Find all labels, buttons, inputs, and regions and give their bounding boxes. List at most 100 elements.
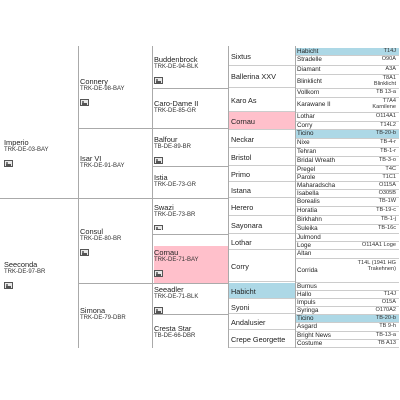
- gen5-corrida[interactable]: Corrida T14L (1941 HG Trakehnen): [295, 259, 399, 283]
- gen3-horse-balfour[interactable]: Balfour TB-DE-89-BR: [154, 136, 228, 164]
- gen5-stradelle[interactable]: Stradelle O90A: [295, 56, 399, 66]
- horse-name[interactable]: Lothar: [231, 238, 252, 247]
- gen5-suleika[interactable]: Suleika TB-16c: [295, 225, 399, 234]
- horse-name[interactable]: Cornau: [154, 248, 179, 257]
- gen5-nixe[interactable]: Nixe TB-4-r: [295, 139, 399, 148]
- gen5-karawane[interactable]: Karawane II T7A4 Karnilene: [295, 98, 399, 113]
- gen4-bristol[interactable]: Bristol: [228, 148, 295, 166]
- gen5-impuls[interactable]: Impuls O15A: [295, 299, 399, 307]
- horse-name[interactable]: Andalusier: [231, 318, 266, 327]
- gen4-herero[interactable]: Herero: [228, 198, 295, 216]
- gen5-parole[interactable]: Parole T1C1: [295, 174, 399, 182]
- horse-name[interactable]: Julmond: [297, 234, 321, 241]
- gen4-lothar[interactable]: Lothar: [228, 234, 295, 250]
- gen3-horse-swazi[interactable]: Swazi TRK-DE-73-BR: [154, 204, 228, 230]
- photo-icon[interactable]: [4, 160, 13, 167]
- horse-name[interactable]: Karo As: [231, 96, 257, 105]
- horse-name[interactable]: Isar VI: [80, 155, 102, 163]
- horse-name[interactable]: Balfour: [154, 136, 178, 144]
- horse-name[interactable]: Istana: [231, 186, 251, 195]
- horse-name[interactable]: Bridal Wreath: [297, 157, 336, 164]
- horse-name[interactable]: Ballerina XXV: [231, 72, 277, 81]
- gen3-horse-caro-dame[interactable]: Caro-Dame II TRK-DE-85-GR: [154, 100, 228, 120]
- horse-name[interactable]: Parole: [297, 174, 316, 181]
- gen1-horse-seeconda[interactable]: Seeconda TRK-DE-97-BR: [4, 261, 76, 289]
- gen5-blinklicht[interactable]: Blinklicht T8A1 Blinklicht: [295, 75, 399, 89]
- photo-icon[interactable]: [154, 307, 163, 314]
- photo-icon[interactable]: [154, 77, 163, 84]
- horse-name[interactable]: Bristol: [231, 153, 252, 162]
- horse-name[interactable]: Nixe: [297, 139, 310, 146]
- gen5-diamant[interactable]: Diamant A3A: [295, 66, 399, 75]
- horse-name[interactable]: Habicht: [231, 287, 256, 296]
- gen5-borealis[interactable]: Borealis TB-1W: [295, 198, 399, 207]
- horse-name[interactable]: Cresta Star: [154, 325, 192, 333]
- horse-name[interactable]: Isabella: [297, 190, 319, 197]
- gen5-lothar[interactable]: Lothar O114A1: [295, 113, 399, 122]
- gen2-horse-consul[interactable]: Consul TRK-DE-80-BR: [80, 228, 152, 256]
- gen4-sixtus[interactable]: Sixtus: [228, 46, 295, 66]
- photo-icon[interactable]: [154, 225, 163, 230]
- horse-name[interactable]: Sixtus: [231, 52, 251, 61]
- horse-name[interactable]: Loge: [297, 242, 312, 249]
- gen5-pregel[interactable]: Pregel T4C: [295, 166, 399, 174]
- gen5-maharadscha[interactable]: Maharadscha O115A: [295, 182, 399, 190]
- photo-icon[interactable]: [154, 270, 163, 278]
- horse-name[interactable]: Istia: [154, 174, 168, 182]
- gen5-isabella[interactable]: Isabella O305B: [295, 190, 399, 198]
- horse-name[interactable]: Costume: [297, 340, 323, 347]
- gen5-altan[interactable]: Altan: [295, 250, 399, 259]
- gen4-crepe-georgette[interactable]: Crepe Georgette: [228, 330, 295, 348]
- gen1-horse-imperio[interactable]: Imperio TRK-DE-03-BAY: [4, 139, 76, 167]
- horse-name[interactable]: Imperio: [4, 139, 29, 147]
- gen4-sayonara[interactable]: Sayonara: [228, 216, 295, 234]
- gen3-horse-seeadler[interactable]: Seeadler TRK-DE-71-BLK: [154, 286, 228, 314]
- horse-name[interactable]: Blinklicht: [297, 78, 322, 85]
- gen5-syringa[interactable]: Syringa O170A2: [295, 307, 399, 315]
- gen4-syoni[interactable]: Syoni: [228, 299, 295, 314]
- horse-name[interactable]: Vollkorn: [297, 89, 320, 96]
- horse-name[interactable]: Asgard: [297, 323, 317, 330]
- photo-icon[interactable]: [154, 157, 163, 164]
- horse-name[interactable]: Syringa: [297, 307, 319, 314]
- horse-name[interactable]: Neckar: [231, 135, 255, 144]
- gen5-bridal-wreath[interactable]: Bridal Wreath TB-3-o: [295, 157, 399, 166]
- horse-name[interactable]: Primo: [231, 170, 251, 179]
- gen2-horse-simona[interactable]: Simona TRK-DE-79-DBR: [80, 307, 152, 327]
- gen4-primo[interactable]: Primo: [228, 166, 295, 182]
- gen5-loge[interactable]: Loge O114A1 Loge: [295, 242, 399, 250]
- horse-name[interactable]: Stradelle: [297, 56, 322, 63]
- gen4-andalusier[interactable]: Andalusier: [228, 314, 295, 330]
- gen5-costume[interactable]: Costume TB A13: [295, 340, 399, 348]
- horse-name[interactable]: Buddenbrock: [154, 56, 198, 64]
- horse-name[interactable]: Pregel: [297, 166, 316, 173]
- horse-name[interactable]: Maharadscha: [297, 182, 336, 189]
- horse-name[interactable]: Simona: [80, 307, 106, 315]
- gen5-vollkorn[interactable]: Vollkorn TB 13-a: [295, 89, 399, 98]
- horse-name[interactable]: Seeadler: [154, 286, 184, 294]
- horse-name[interactable]: Hallo: [297, 291, 312, 298]
- horse-name[interactable]: Altan: [297, 250, 312, 257]
- horse-name[interactable]: Karawane II: [297, 101, 331, 108]
- gen2-horse-connery[interactable]: Connery TRK-DE-98-BAY: [80, 78, 152, 106]
- horse-name[interactable]: Cornau: [231, 117, 255, 126]
- horse-name[interactable]: Diamant: [297, 66, 321, 73]
- horse-name[interactable]: Corry: [231, 262, 249, 271]
- gen2-horse-isar[interactable]: Isar VI TRK-DE-91-BAY: [80, 155, 152, 175]
- horse-name[interactable]: Seeconda: [4, 261, 38, 269]
- gen4-ballerina[interactable]: Ballerina XXV: [228, 66, 295, 88]
- gen5-burnus[interactable]: Burnus: [295, 283, 399, 291]
- gen5-ticino-2[interactable]: Ticino TB-20-b: [295, 315, 399, 323]
- gen5-asgard[interactable]: Asgard TB 9-h: [295, 323, 399, 332]
- gen4-karo-as[interactable]: Karo As: [228, 88, 295, 112]
- gen4-corry[interactable]: Corry: [228, 250, 295, 282]
- horse-name[interactable]: Suleika: [297, 225, 318, 232]
- horse-name[interactable]: Syoni: [231, 303, 250, 312]
- gen3-horse-cresta-star[interactable]: Cresta Star TB-DE-66-DBR: [154, 325, 228, 345]
- horse-name[interactable]: Connery: [80, 78, 108, 86]
- horse-name[interactable]: Ticino: [297, 315, 314, 322]
- horse-name[interactable]: Ticino: [297, 130, 314, 137]
- horse-name[interactable]: Herero: [231, 203, 254, 212]
- gen4-neckar[interactable]: Neckar: [228, 130, 295, 148]
- horse-name[interactable]: Sayonara: [231, 221, 263, 230]
